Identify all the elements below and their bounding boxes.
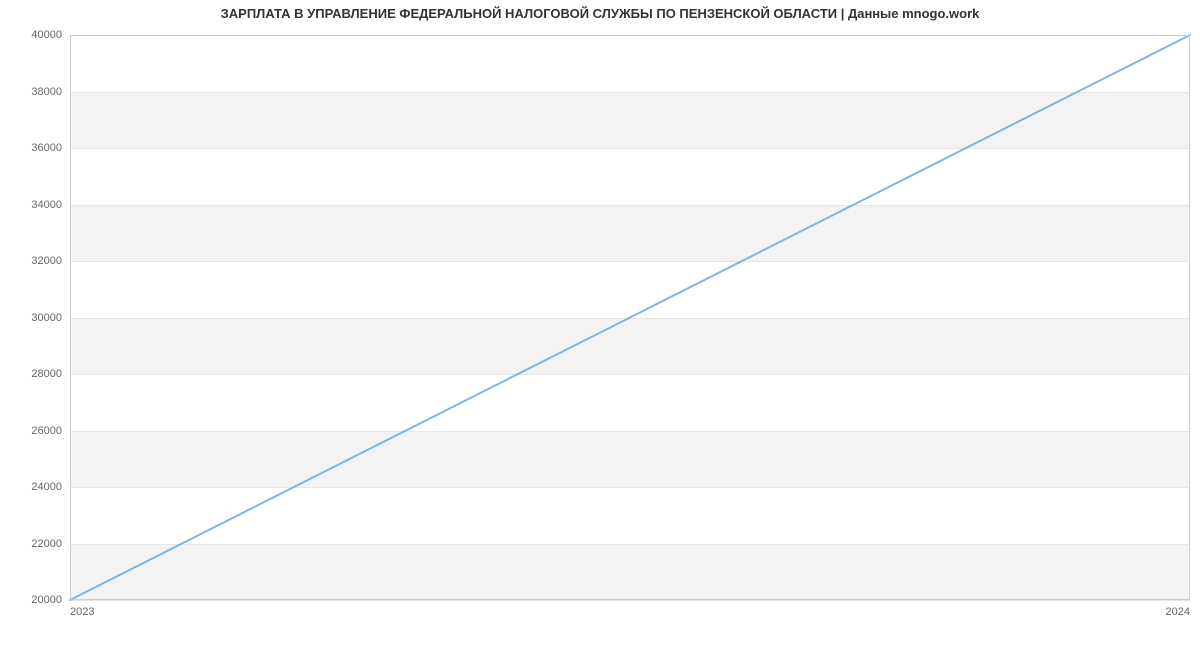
y-tick-label: 20000 <box>0 594 62 606</box>
x-tick-label: 2024 <box>1166 606 1190 618</box>
y-tick-label: 22000 <box>0 538 62 550</box>
plot-border <box>70 35 1190 600</box>
plot-area <box>70 35 1190 600</box>
y-tick-label: 30000 <box>0 312 62 324</box>
y-tick-label: 26000 <box>0 425 62 437</box>
y-tick-label: 32000 <box>0 255 62 267</box>
chart-container: ЗАРПЛАТА В УПРАВЛЕНИЕ ФЕДЕРАЛЬНОЙ НАЛОГО… <box>0 0 1200 650</box>
y-tick-label: 28000 <box>0 368 62 380</box>
y-tick-label: 38000 <box>0 86 62 98</box>
y-tick-label: 34000 <box>0 199 62 211</box>
x-tick-label: 2023 <box>70 606 94 618</box>
y-tick-label: 40000 <box>0 29 62 41</box>
y-tick-label: 24000 <box>0 481 62 493</box>
gridline <box>70 600 1190 601</box>
y-tick-label: 36000 <box>0 142 62 154</box>
chart-title: ЗАРПЛАТА В УПРАВЛЕНИЕ ФЕДЕРАЛЬНОЙ НАЛОГО… <box>0 6 1200 21</box>
